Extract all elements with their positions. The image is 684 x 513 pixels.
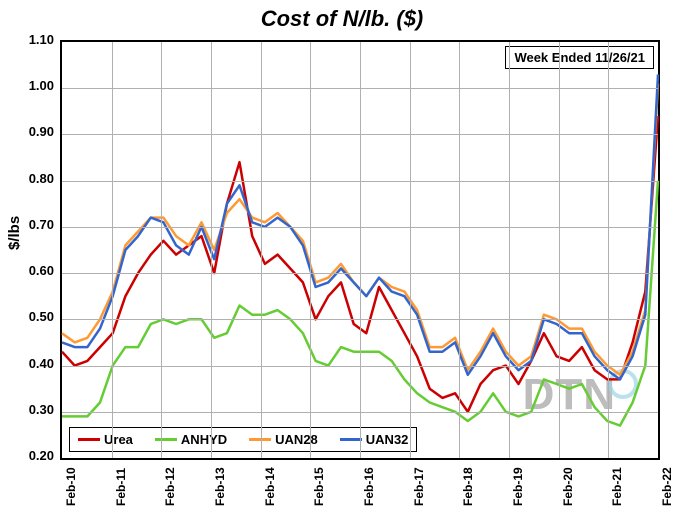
legend-swatch (78, 438, 100, 441)
x-tick-label: Feb-10 (64, 467, 78, 506)
x-tick-label: Feb-19 (511, 467, 525, 506)
y-tick-label: 0.50 (4, 309, 54, 324)
y-tick-label: 0.40 (4, 356, 54, 371)
x-tick-label: Feb-21 (610, 467, 624, 506)
y-tick-label: 0.90 (4, 124, 54, 139)
legend-item-uan32: UAN32 (340, 432, 409, 447)
legend-label: ANHYD (181, 432, 227, 447)
legend-item-urea: Urea (78, 432, 133, 447)
y-tick-label: 0.20 (4, 448, 54, 463)
x-tick-label: Feb-11 (114, 468, 128, 506)
gridline-v (459, 42, 460, 458)
x-tick-label: Feb-18 (461, 467, 475, 506)
gridline-v (261, 42, 262, 458)
gridline-v (509, 42, 510, 458)
y-tick-label: 1.00 (4, 78, 54, 93)
legend-swatch (155, 438, 177, 441)
y-tick-label: 0.30 (4, 402, 54, 417)
legend-item-anhyd: ANHYD (155, 432, 227, 447)
x-tick-label: Feb-12 (163, 467, 177, 506)
gridline-v (112, 42, 113, 458)
x-tick-label: Feb-16 (362, 467, 376, 506)
gridline-v (360, 42, 361, 458)
y-tick-label: 1.10 (4, 32, 54, 47)
legend-label: Urea (104, 432, 133, 447)
legend-label: UAN28 (275, 432, 318, 447)
gridline-v (608, 42, 609, 458)
chart-container: { "chart": { "type": "line", "title": "C… (0, 0, 684, 513)
x-tick-label: Feb-20 (561, 467, 575, 506)
y-tick-label: 0.70 (4, 217, 54, 232)
y-tick-label: 0.80 (4, 171, 54, 186)
gridline-v (559, 42, 560, 458)
x-tick-label: Feb-15 (312, 467, 326, 506)
legend-item-uan28: UAN28 (249, 432, 318, 447)
legend: Urea ANHYD UAN28 UAN32 (69, 427, 417, 452)
gridline-v (161, 42, 162, 458)
x-tick-label: Feb-13 (213, 467, 227, 506)
y-tick-label: 0.60 (4, 263, 54, 278)
plot-area: Week Ended 11/26/21 DTN UreaANHYDUAN28UA… (60, 40, 660, 460)
gridline-v (410, 42, 411, 458)
legend-swatch (340, 438, 362, 441)
x-tick-label: Feb-17 (412, 467, 426, 506)
legend-label: UAN32 (366, 432, 409, 447)
x-tick-label: Feb-22 (660, 467, 674, 506)
gridline-v (211, 42, 212, 458)
chart-title: Cost of N/lb. ($) (0, 6, 684, 32)
x-tick-label: Feb-14 (263, 467, 277, 506)
gridline-v (310, 42, 311, 458)
